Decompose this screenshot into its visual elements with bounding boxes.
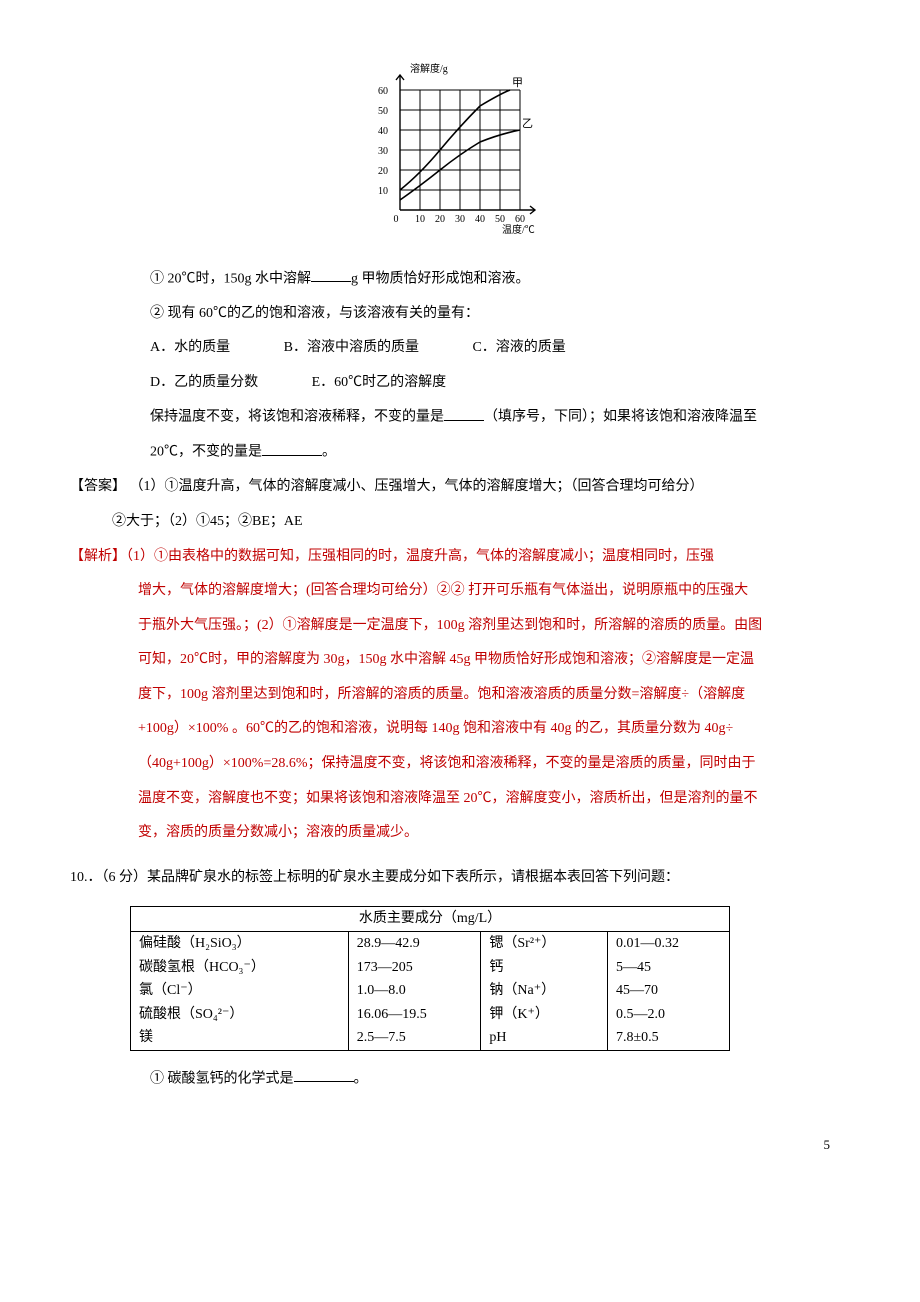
opt-b: B．溶液中溶质的质量 (284, 335, 419, 362)
analysis-line-3: 可知，20℃时，甲的溶解度为 30g，150g 水中溶解 45g 甲物质恰好形成… (70, 647, 850, 674)
cell-r-1-1: 5—45 (608, 956, 730, 980)
analysis-line-0: 【解析】（1）①由表格中的数据可知，压强相同的时，温度升高，气体的溶解度减小；温… (70, 544, 850, 571)
cell-r-1-0: 钙 (481, 956, 608, 980)
q-line-3b: （填序号，下同）；如果将该饱和溶液降温至 (484, 410, 757, 425)
analysis-line-6: （40g+100g）×100%=28.6%；保持温度不变，将该饱和溶液稀释，不变… (70, 751, 850, 778)
answer-label: 【答案】 (70, 479, 126, 494)
cell-r-3-1: 0.5—2.0 (608, 1003, 730, 1027)
answer-line2: ②大于；（2）①45；②BE；AE (70, 509, 850, 536)
q-line-2: ② 现有 60℃的乙的饱和溶液，与该溶液有关的量有： (70, 301, 850, 328)
q-line-1-post: g 甲物质恰好形成饱和溶液。 (351, 271, 530, 286)
svg-text:10: 10 (378, 186, 388, 197)
analysis-block: 【解析】（1）①由表格中的数据可知，压强相同的时，温度升高，气体的溶解度减小；温… (70, 544, 850, 847)
svg-text:30: 30 (378, 146, 388, 157)
svg-text:60: 60 (378, 86, 388, 97)
options-row-1: A．水的质量 B．溶液中溶质的质量 C．溶液的质量 (70, 335, 850, 362)
table-left-col: 偏硅酸（H₂SiO₃） (131, 932, 349, 956)
cell-l-0-1: 28.9—42.9 (348, 932, 481, 956)
opt-a: A．水的质量 (150, 335, 230, 362)
opt-c: C．溶液的质量 (472, 335, 565, 362)
svg-text:50: 50 (378, 106, 388, 117)
q10-num: 10.． (70, 870, 102, 885)
svg-text:40: 40 (475, 214, 485, 225)
blank-1[interactable] (311, 266, 351, 282)
analysis-label: 【解析】 (70, 549, 126, 564)
cell-r-4-0: pH (481, 1026, 608, 1050)
solubility-chart: 溶解度/g 甲 乙 10 20 30 40 50 60 0 10 20 30 4… (70, 60, 850, 246)
opt-e: E．60℃时乙的溶解度 (312, 370, 447, 397)
page-number: 5 (70, 1133, 850, 1158)
q-line-4: 20℃，不变的量是 。 (70, 439, 850, 466)
svg-text:60: 60 (515, 214, 525, 225)
svg-text:30: 30 (455, 214, 465, 225)
cell-r-0-0: 锶（Sr²⁺） (481, 932, 608, 956)
q-line-4b: 。 (322, 445, 336, 460)
table-title: 水质主要成分（mg/L） (131, 907, 730, 932)
q-line-1: ① 20℃时，150g 水中溶解 g 甲物质恰好形成饱和溶液。 (70, 266, 850, 293)
svg-text:0: 0 (394, 214, 399, 225)
answer-line1: 【答案】 （1）①温度升高，气体的溶解度减小、压强增大，气体的溶解度增大；（回答… (70, 474, 850, 501)
opt-d: D．乙的质量分数 (150, 370, 258, 397)
analysis-body-0: （1）①由表格中的数据可知，压强相同的时，温度升高，气体的溶解度减小；温度相同时… (126, 549, 714, 564)
cell-r-4-1: 7.8±0.5 (608, 1026, 730, 1050)
svg-text:50: 50 (495, 214, 505, 225)
svg-text:溶解度/g: 溶解度/g (410, 62, 448, 75)
svg-text:甲: 甲 (512, 77, 523, 89)
analysis-line-8: 变，溶质的质量分数减小；溶液的质量减少。 (70, 820, 850, 847)
svg-text:乙: 乙 (522, 117, 533, 130)
chart-svg: 溶解度/g 甲 乙 10 20 30 40 50 60 0 10 20 30 4… (360, 60, 560, 235)
options-row-2: D．乙的质量分数 E．60℃时乙的溶解度 (70, 370, 850, 397)
blank-4[interactable] (294, 1066, 354, 1082)
answer-block: 【答案】 （1）①温度升高，气体的溶解度减小、压强增大，气体的溶解度增大；（回答… (70, 474, 850, 535)
q10-sub1-pre: ① 碳酸氢钙的化学式是 (150, 1071, 294, 1086)
svg-text:40: 40 (378, 126, 388, 137)
q10-sub1-post: 。 (354, 1071, 368, 1086)
cell-l-4-0: 镁 (131, 1026, 349, 1050)
cell-r-3-0: 钾（K⁺） (481, 1003, 608, 1027)
cell-l-2-0: 氯（Cl⁻） (131, 979, 349, 1003)
cell-l-2-1: 1.0—8.0 (348, 979, 481, 1003)
svg-text:10: 10 (415, 214, 425, 225)
q10-sub1: ① 碳酸氢钙的化学式是 。 (70, 1066, 850, 1093)
q10-stem-text: （6 分）某品牌矿泉水的标签上标明的矿泉水主要成分如下表所示，请根据本表回答下列… (102, 870, 680, 885)
cell-l-1-1: 173—205 (348, 956, 481, 980)
q-line-3a: 保持温度不变，将该饱和溶液稀释，不变的量是 (150, 410, 444, 425)
analysis-line-5: +100g）×100% 。60℃的乙的饱和溶液，说明每 140g 饱和溶液中有 … (70, 716, 850, 743)
cell-l-4-1: 2.5—7.5 (348, 1026, 481, 1050)
cell-r-0-1: 0.01—0.32 (608, 932, 730, 956)
cell-l-1-0: 碳酸氢根（HCO₃⁻） (131, 956, 349, 980)
cell-l-0-0: 偏硅酸（H₂SiO₃） (139, 936, 251, 951)
svg-text:温度/℃: 温度/℃ (502, 223, 535, 235)
answer-text1: （1）①温度升高，气体的溶解度减小、压强增大，气体的溶解度增大；（回答合理均可给… (130, 479, 704, 494)
analysis-line-7: 温度不变，溶解度也不变；如果将该饱和溶液降温至 20℃，溶解度变小，溶质析出，但… (70, 786, 850, 813)
q-line-4a: 20℃，不变的量是 (150, 445, 262, 460)
cell-r-2-1: 45—70 (608, 979, 730, 1003)
blank-2[interactable] (444, 404, 484, 420)
svg-text:20: 20 (378, 166, 388, 177)
water-table: 水质主要成分（mg/L） 偏硅酸（H₂SiO₃） 28.9—42.9 锶（Sr²… (130, 906, 730, 1051)
q-line-3: 保持温度不变，将该饱和溶液稀释，不变的量是 （填序号，下同）；如果将该饱和溶液降温… (70, 404, 850, 431)
cell-l-3-0: 硫酸根（SO₄²⁻） (131, 1003, 349, 1027)
cell-l-3-1: 16.06—19.5 (348, 1003, 481, 1027)
q-line-1-pre: ① 20℃时，150g 水中溶解 (150, 271, 311, 286)
blank-3[interactable] (262, 439, 322, 455)
water-table-wrap: 水质主要成分（mg/L） 偏硅酸（H₂SiO₃） 28.9—42.9 锶（Sr²… (130, 906, 850, 1051)
q10-stem: 10.．（6 分）某品牌矿泉水的标签上标明的矿泉水主要成分如下表所示，请根据本表… (70, 865, 850, 892)
analysis-line-1: 增大，气体的溶解度增大；(回答合理均可给分）②② 打开可乐瓶有气体溢出，说明原瓶… (70, 578, 850, 605)
cell-r-2-0: 钠（Na⁺） (481, 979, 608, 1003)
curve-jia (400, 90, 510, 190)
svg-text:20: 20 (435, 214, 445, 225)
analysis-line-2: 于瓶外大气压强。；(2）①溶解度是一定温度下，100g 溶剂里达到饱和时，所溶解… (70, 613, 850, 640)
analysis-line-4: 度下，100g 溶剂里达到饱和时，所溶解的溶质的质量。饱和溶液溶质的质量分数=溶… (70, 682, 850, 709)
